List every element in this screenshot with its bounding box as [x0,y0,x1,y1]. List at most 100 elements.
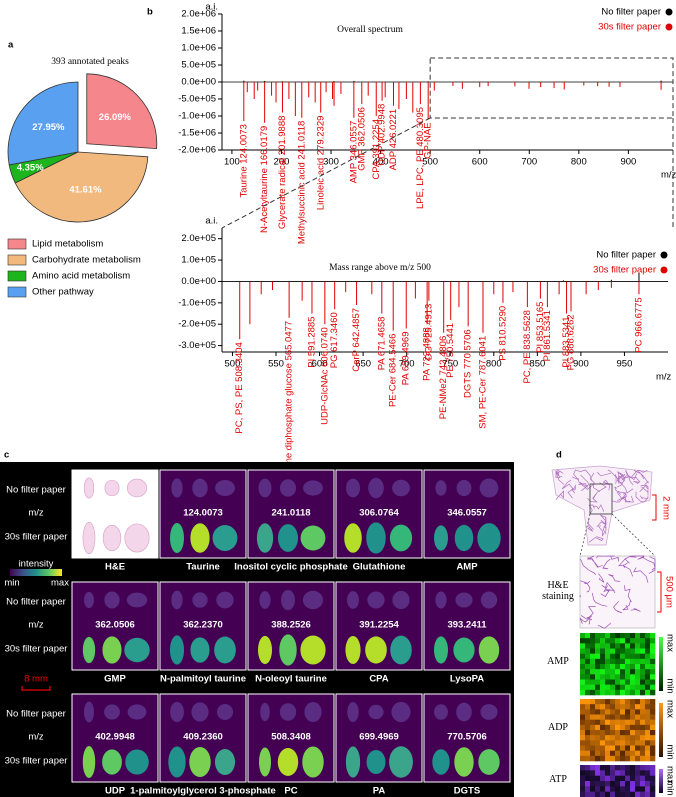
tissue [304,701,322,723]
tissue [368,704,384,720]
heatmap-pixel [610,786,616,792]
heatmap-pixel [615,648,621,654]
heatmap-pixel [610,770,616,776]
slice-label: 41.61% [69,184,102,195]
heatmap-pixel [620,674,626,680]
heatmap-pixel [625,740,631,746]
heatmap-pixel [620,770,626,776]
tissue [435,591,447,609]
heatmap-pixel [600,740,606,746]
heatmap-pixel [620,638,626,644]
heatmap-pixel [590,740,596,746]
peak-label: Linoleic acid 279.2329 [315,116,326,211]
he-texture [555,469,649,503]
mz-value: 699.4969 [359,732,399,743]
heatmap-pixel [600,664,606,670]
heatmap-pixel [610,714,616,720]
heatmap-pixel [590,704,596,710]
heatmap-pixel [615,730,621,736]
heatmap-pixel [640,658,646,665]
heatmap-pixel [610,735,616,741]
tissue [345,635,361,665]
tissue [432,749,450,775]
legend-swatch [7,238,27,250]
heatmap-pixel [635,704,641,710]
colorbar-max: max [51,578,69,589]
heatmap-pixel [585,664,591,670]
heatmap-pixel [615,633,621,639]
peak-label: PG 888.6262 [565,314,576,370]
heatmap-pixel [635,679,641,685]
heatmap-pixel [630,786,636,792]
heatmap-pixel [590,648,596,654]
heatmap-pixel [640,740,646,746]
peak-label: PC, PE 838.5628 [522,310,533,383]
heatmap-pixel [645,653,651,660]
heatmap-pixel [630,755,636,762]
heatmap-pixel [645,633,651,639]
chart-title: Overall spectrum [337,25,403,35]
heatmap-pixel [640,730,646,736]
heatmap-pixel [595,781,601,787]
heatmap-pixel [625,633,631,639]
heatmap-pixel [635,714,641,720]
heatmap-pixel [615,669,621,675]
tissue [104,704,120,720]
heatmap-pixel [615,781,621,787]
heatmap-pixel [625,745,631,751]
heatmap-pixel [630,740,636,746]
heatmap-pixel [630,770,636,776]
heatmap-pixel [620,781,626,787]
heatmap-pixel [625,638,631,644]
heatmap-pixel [615,765,621,771]
row-label: No filter paper [6,709,66,720]
heatmap-pixel [615,643,621,649]
heatmap-pixel [645,643,651,649]
y-axis-label: a.i. [205,2,218,13]
heatmap-pixel [635,781,641,787]
tissue [124,523,150,553]
heatmap-pixel [600,786,606,792]
tissue [300,525,326,551]
heatmap-pixel [630,791,636,797]
tissue [212,525,238,551]
legend-marker [660,266,668,274]
x-tick-label: 850 [529,359,545,370]
heatmap-pixel [630,775,636,782]
pie-slice [7,81,79,166]
peak-label: N-Acetyltaurine 166.0179 [259,126,270,233]
heatmap-pixel [580,775,586,782]
heatmap-pixel [595,633,601,639]
heatmap-pixel [580,689,586,696]
heatmap-pixel [605,755,611,762]
heatmap-pixel [610,643,616,649]
x-axis-label: m/z [661,170,676,181]
heatmap-pixel [630,714,636,720]
heatmap-pixel [640,674,646,680]
heatmap-pixel [640,689,646,696]
tissue [302,590,324,610]
heatmap-pixel [605,770,611,776]
heatmap-pixel [580,669,586,675]
heatmap-pixel [640,633,646,639]
heatmap-pixel [590,669,596,675]
heatmap-pixel [645,699,651,705]
y-tick-label: -1.5e+06 [178,128,216,139]
heatmap-pixel [645,775,651,782]
heatmap-pixel [615,740,621,746]
tissue [435,480,447,496]
tissue [277,524,299,552]
panel-label: b [147,7,153,18]
image-label: H&E staining [542,580,574,602]
heatmap-pixel [610,709,616,715]
tissue [84,701,94,723]
heatmap-pixel [600,704,606,710]
heatmap-pixel [620,669,626,675]
tissue-outline [551,465,653,546]
heatmap-pixel [630,664,636,670]
heatmap-pixel [585,684,591,691]
heatmap-pixel [585,791,591,797]
heatmap-pixel [650,740,656,746]
heatmap-pixel [640,735,646,741]
heatmap-pixel [640,791,646,797]
